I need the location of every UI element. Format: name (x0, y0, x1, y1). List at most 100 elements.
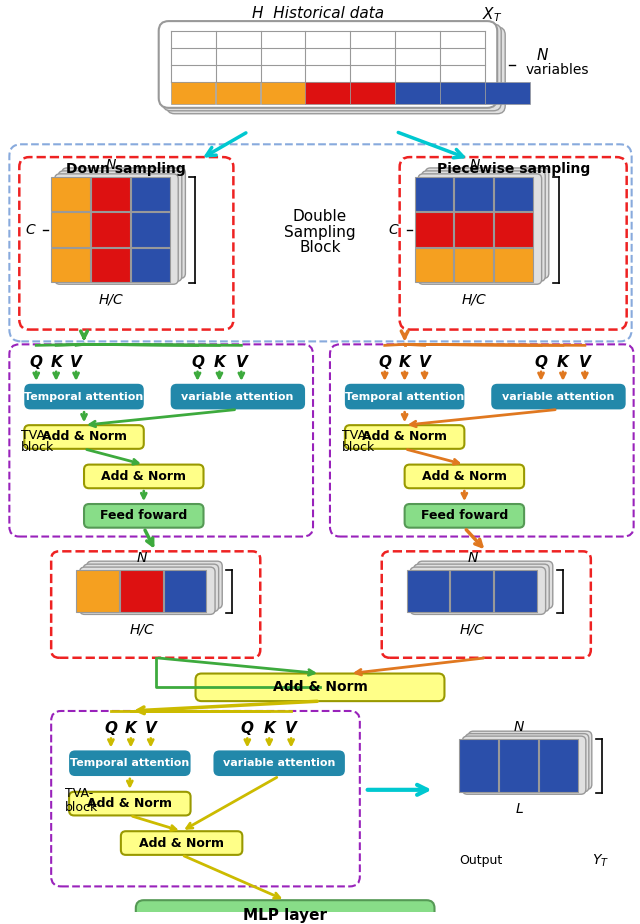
Text: $X_T$: $X_T$ (482, 5, 502, 23)
Text: K: K (399, 355, 411, 370)
Text: H  Historical data: H Historical data (252, 6, 384, 20)
FancyBboxPatch shape (163, 24, 501, 111)
Text: V: V (419, 355, 431, 370)
Bar (415, 248, 453, 282)
Text: Output: Output (460, 855, 502, 868)
Text: Down sampling: Down sampling (66, 162, 186, 176)
Text: H/C: H/C (460, 622, 484, 637)
Text: Sampling: Sampling (284, 225, 356, 239)
FancyBboxPatch shape (196, 674, 444, 701)
Text: K: K (557, 355, 569, 370)
Bar (494, 213, 533, 247)
FancyBboxPatch shape (414, 565, 549, 612)
Bar (76, 570, 119, 613)
Text: N: N (467, 552, 477, 565)
Bar (305, 82, 350, 103)
Text: Q: Q (241, 722, 254, 736)
Text: K: K (263, 722, 275, 736)
Bar (91, 248, 130, 282)
FancyBboxPatch shape (55, 174, 178, 285)
Text: Add & Norm: Add & Norm (42, 431, 127, 444)
Bar (216, 82, 260, 103)
Text: H/C: H/C (99, 292, 124, 306)
Text: N: N (136, 552, 147, 565)
Bar (396, 82, 440, 103)
Bar (454, 213, 493, 247)
Text: K: K (214, 355, 225, 370)
FancyBboxPatch shape (24, 383, 144, 409)
Text: H/C: H/C (129, 622, 154, 637)
Text: V: V (145, 722, 157, 736)
Text: variable attention: variable attention (181, 392, 294, 402)
Bar (539, 738, 578, 792)
FancyBboxPatch shape (404, 465, 524, 488)
Text: Q: Q (104, 722, 117, 736)
FancyBboxPatch shape (399, 157, 627, 330)
Text: Feed foward: Feed foward (420, 509, 508, 522)
Bar (120, 570, 163, 613)
Bar (131, 176, 170, 212)
Bar (164, 570, 207, 613)
FancyBboxPatch shape (51, 552, 260, 658)
Bar (51, 176, 90, 212)
Bar (415, 213, 453, 247)
Bar (260, 82, 305, 103)
Text: V: V (579, 355, 591, 370)
Text: V: V (236, 355, 247, 370)
FancyBboxPatch shape (84, 465, 204, 488)
Text: Add & Norm: Add & Norm (87, 797, 172, 810)
FancyBboxPatch shape (214, 750, 345, 776)
FancyBboxPatch shape (121, 832, 243, 855)
Text: V: V (285, 722, 297, 736)
Text: variables: variables (525, 64, 589, 78)
Text: C: C (26, 223, 35, 237)
FancyBboxPatch shape (410, 567, 546, 614)
Text: TVA-: TVA- (65, 787, 93, 800)
Text: Temporal attention: Temporal attention (70, 759, 189, 768)
FancyBboxPatch shape (417, 561, 553, 609)
Bar (454, 248, 493, 282)
Text: Add & Norm: Add & Norm (362, 431, 447, 444)
Text: Add & Norm: Add & Norm (139, 836, 224, 849)
FancyBboxPatch shape (345, 425, 465, 449)
Bar (415, 176, 453, 212)
FancyBboxPatch shape (345, 383, 465, 409)
FancyBboxPatch shape (10, 345, 313, 537)
Text: MLP layer: MLP layer (243, 908, 327, 923)
Text: Q: Q (191, 355, 204, 370)
FancyBboxPatch shape (462, 736, 586, 795)
Bar (499, 738, 538, 792)
Text: TVA-: TVA- (342, 429, 370, 442)
Text: Add & Norm: Add & Norm (101, 470, 186, 483)
Text: N: N (469, 158, 479, 172)
FancyBboxPatch shape (404, 504, 524, 528)
FancyBboxPatch shape (381, 552, 591, 658)
Text: N: N (514, 720, 524, 734)
Bar (406, 570, 449, 613)
Text: N: N (537, 48, 548, 63)
Bar (440, 82, 484, 103)
Text: Q: Q (29, 355, 43, 370)
Bar (494, 248, 533, 282)
FancyBboxPatch shape (465, 734, 589, 792)
FancyBboxPatch shape (468, 731, 592, 789)
FancyBboxPatch shape (166, 27, 505, 114)
FancyBboxPatch shape (418, 174, 541, 285)
FancyBboxPatch shape (79, 567, 215, 614)
Text: TVA-: TVA- (21, 429, 49, 442)
Text: Temporal attention: Temporal attention (345, 392, 464, 402)
Text: K: K (50, 355, 62, 370)
FancyBboxPatch shape (69, 750, 191, 776)
Text: N: N (106, 158, 116, 172)
Text: Q: Q (378, 355, 391, 370)
Text: V: V (70, 355, 82, 370)
Text: Piecewise sampling: Piecewise sampling (436, 162, 590, 176)
Text: H/C: H/C (462, 292, 486, 306)
Bar (91, 213, 130, 247)
Bar (131, 248, 170, 282)
Bar (91, 176, 130, 212)
FancyBboxPatch shape (58, 171, 182, 281)
Bar (131, 213, 170, 247)
Bar (451, 570, 493, 613)
FancyBboxPatch shape (24, 425, 144, 449)
